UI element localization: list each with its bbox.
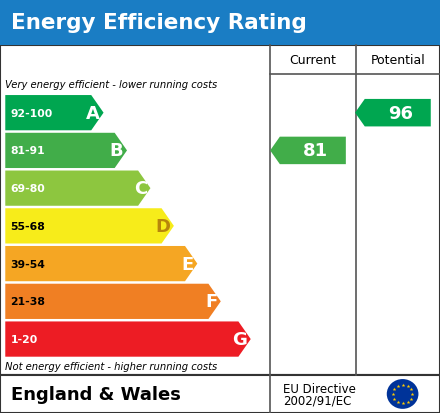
Text: Energy Efficiency Rating: Energy Efficiency Rating	[11, 13, 307, 33]
Text: G: G	[232, 330, 247, 348]
Text: A: A	[86, 104, 100, 122]
Polygon shape	[5, 209, 174, 244]
Text: Very energy efficient - lower running costs: Very energy efficient - lower running co…	[5, 80, 217, 90]
Text: 39-54: 39-54	[11, 259, 45, 269]
Text: 21-38: 21-38	[11, 297, 45, 306]
Text: EU Directive: EU Directive	[283, 382, 356, 396]
Text: 92-100: 92-100	[11, 108, 53, 119]
Text: E: E	[182, 255, 194, 273]
Text: F: F	[205, 293, 217, 311]
Circle shape	[387, 379, 418, 409]
Text: England & Wales: England & Wales	[11, 385, 181, 403]
Text: Not energy efficient - higher running costs: Not energy efficient - higher running co…	[5, 361, 217, 371]
Text: B: B	[110, 142, 124, 160]
Polygon shape	[270, 138, 346, 165]
Text: C: C	[134, 180, 147, 198]
Polygon shape	[5, 322, 251, 357]
Text: 69-80: 69-80	[11, 184, 45, 194]
Bar	[0, 0, 440, 46]
Polygon shape	[5, 171, 150, 206]
Text: 2002/91/EC: 2002/91/EC	[283, 394, 352, 407]
Text: D: D	[155, 217, 170, 235]
Text: 81-91: 81-91	[11, 146, 45, 156]
Text: 55-68: 55-68	[11, 221, 45, 231]
Polygon shape	[5, 247, 197, 282]
Text: Current: Current	[290, 54, 336, 67]
Polygon shape	[355, 100, 431, 127]
Polygon shape	[5, 284, 221, 319]
Text: 1-20: 1-20	[11, 334, 38, 344]
Bar	[0, 375, 440, 413]
Polygon shape	[5, 96, 103, 131]
Text: Potential: Potential	[370, 54, 425, 67]
Text: 96: 96	[388, 104, 413, 122]
Bar	[0, 46, 440, 375]
Polygon shape	[5, 133, 127, 169]
Text: 81: 81	[303, 142, 328, 160]
